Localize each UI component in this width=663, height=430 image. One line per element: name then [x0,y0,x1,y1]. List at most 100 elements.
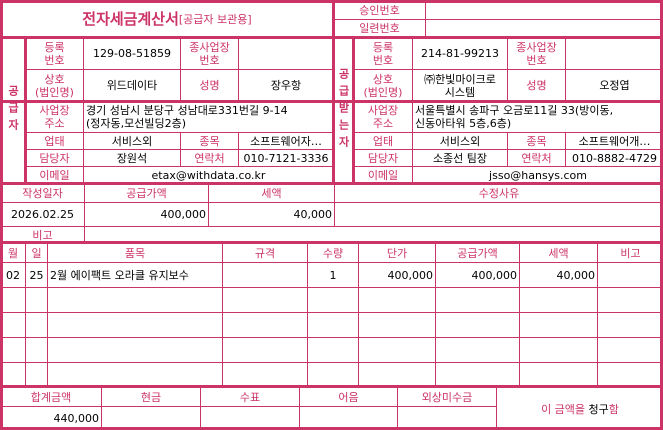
item-header: 단가 [358,243,436,263]
recipient-company-label: 상호 (법인명) [353,69,413,102]
totals-header: 현금 [101,387,201,407]
divider [0,36,663,39]
divider [24,37,27,183]
supplier-biz-type: 서비스외 [83,132,181,150]
item-cell: 400,000 [358,262,436,288]
item-cell [47,287,223,313]
recipient-address-label: 사업장 주소 [353,101,413,133]
title-main: 전자세금계산서 [82,9,179,28]
claim-word: 청구 [588,402,609,416]
recipient-biz-item: 소프트웨어개… [565,132,663,150]
recipient-address: 서울특별시 송파구 오금로11길 33(방이동, 신동아타워 5층,6층) [412,101,663,133]
summary-tax: 40,000 [208,202,335,227]
item-cell [597,337,663,363]
supplier-contact-label: 담당자 [25,149,84,167]
claim-prefix: 이 금액을 [541,402,589,416]
supplier-address-label: 사업장 주소 [25,101,84,133]
item-cell [25,337,48,363]
item-cell [47,312,223,338]
item-cell [0,312,26,338]
recipient-contact-label: 담당자 [353,149,413,167]
supplier-name: 장우항 [238,69,334,102]
totals-header: 합계금액 [0,387,102,407]
recipient-company: ㈜한빛마이크로 시스템 [412,69,508,102]
supplier-sub-biz-label: 종사업장 번호 [180,37,239,70]
title-sub: [공급자 보관용] [178,12,252,26]
item-cell [597,262,663,288]
item-cell [358,287,436,313]
recipient-biz-item-label: 종목 [507,132,566,150]
item-cell [519,337,598,363]
totals-value: 440,000 [0,406,102,430]
item-header: 월 [0,243,26,263]
divider [0,100,333,103]
item-header: 세액 [519,243,598,263]
item-cell [222,337,308,363]
item-cell [307,287,359,313]
item-cell: 02 [0,262,26,288]
supplier-company-label: 상호 (법인명) [25,69,84,102]
totals-header: 외상미수금 [397,387,497,407]
recipient-sub-biz-label: 종사업장 번호 [507,37,566,70]
item-cell [25,287,48,313]
supplier-section-label: 공급자 [0,37,26,184]
recipient-name: 오정엽 [565,69,663,102]
recipient-phone: 010-8882-4729 [565,149,663,167]
supplier-name-label: 성명 [180,69,239,102]
supplier-address: 경기 성남시 분당구 성남대로331번길 9-14 (정자동,모선빌딩2층) [83,101,334,133]
item-cell [222,262,308,288]
recipient-contact: 소종선 팀장 [412,149,508,167]
item-cell [435,287,520,313]
divider [0,182,663,185]
summary-supply: 400,000 [84,202,209,227]
item-cell [0,287,26,313]
supplier-biz-item-label: 종목 [180,132,239,150]
item-cell: 400,000 [435,262,520,288]
item-cell [435,337,520,363]
item-cell [25,312,48,338]
supplier-phone: 010-7121-3336 [238,149,334,167]
summary-date: 2026.02.25 [0,202,85,227]
divider [0,385,663,388]
item-header: 품목 [47,243,223,263]
divider [333,100,663,103]
recipient-reg-no-label: 등록 번호 [353,37,413,70]
divider [332,0,335,183]
item-cell [307,337,359,363]
item-cell [597,312,663,338]
recipient-biz-type: 서비스외 [412,132,508,150]
totals-header: 어음 [299,387,398,407]
totals-value [397,406,497,430]
item-cell [435,312,520,338]
supplier-contact: 장원석 [83,149,181,167]
item-header: 공급가액 [435,243,520,263]
item-header: 규격 [222,243,308,263]
item-header: 비고 [597,243,663,263]
recipient-reg-no: 214-81-99213 [412,37,508,70]
item-cell: 1 [307,262,359,288]
totals-value [299,406,398,430]
item-cell [358,337,436,363]
summary-supply-label: 공급가액 [84,183,209,203]
item-cell [47,337,223,363]
summary-reason [334,202,663,227]
item-cell: 25 [25,262,48,288]
summary-date-label: 작성일자 [0,183,85,203]
summary-tax-label: 세액 [208,183,335,203]
summary-reason-label: 수정사유 [334,183,663,203]
item-cell [358,312,436,338]
claim-suffix: 함 [608,402,619,416]
recipient-sub-biz [565,37,663,70]
supplier-company: 위드데이타 [83,69,181,102]
item-cell [0,337,26,363]
item-cell [222,287,308,313]
divider [0,241,663,244]
claim-statement: 이 금액을 청구 함 [496,387,663,430]
document-title: 전자세금계산서 [공급자 보관용] [0,0,334,38]
item-cell [519,312,598,338]
supplier-sub-biz [238,37,334,70]
supplier-reg-no-label: 등록 번호 [25,37,84,70]
item-cell: 40,000 [519,262,598,288]
supplier-reg-no: 129-08-51859 [83,37,181,70]
